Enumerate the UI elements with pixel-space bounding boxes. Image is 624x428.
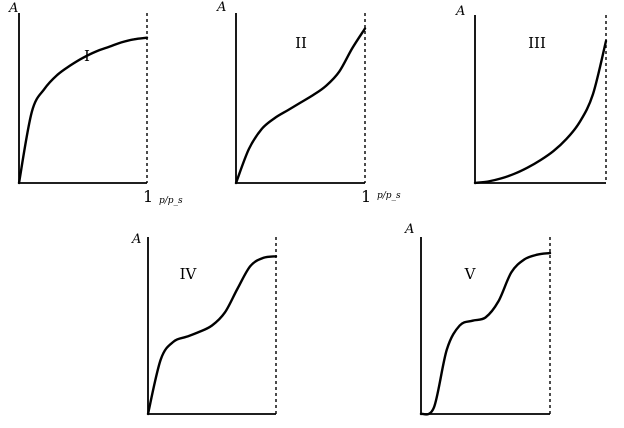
panel-1-x-label: p/p_s — [159, 196, 183, 206]
panel-2-isotherm-curve — [234, 27, 367, 185]
panel-3-title: III — [528, 34, 546, 52]
panel-2-y-label: A — [216, 0, 226, 15]
panel-4-title: IV — [180, 265, 198, 283]
panel-5-isotherm-curve — [419, 251, 552, 416]
panel-1-isotherm-curve — [17, 36, 149, 185]
panel-1-x-tick: 1 — [143, 187, 153, 206]
panel-1-y-label: A — [8, 1, 18, 16]
panel-5-title: V — [464, 265, 477, 283]
panel-1-title: I — [84, 47, 90, 65]
panel-4-y-label: A — [131, 232, 141, 247]
panel-3-isotherm-curve — [473, 39, 608, 185]
panel-2-title: II — [295, 34, 307, 52]
panel-2-x-label: p/p_s — [377, 191, 401, 201]
panel-5-y-label: A — [404, 222, 414, 237]
panel-2-x-tick: 1 — [361, 187, 371, 206]
panel-3-y-label: A — [455, 4, 465, 19]
panel-4-isotherm-curve — [146, 255, 278, 416]
